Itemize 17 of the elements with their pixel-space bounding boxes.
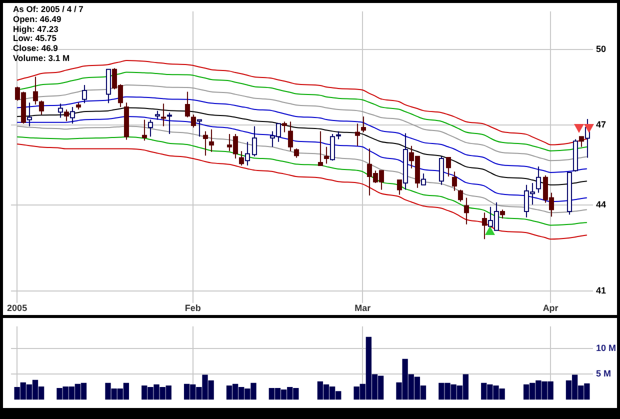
y-tick-label: 47 — [596, 119, 606, 130]
annotation: Low: 45.75 — [13, 33, 58, 44]
y-tick-label: 10 M — [596, 342, 616, 353]
x-tick-label: Feb — [184, 302, 202, 313]
annotation: High: 47.23 — [13, 24, 60, 34]
annotation: Volume: 3.1 M — [13, 52, 71, 64]
annotation: Close: 46.9 — [13, 43, 59, 54]
y-tick-label: 41 — [596, 286, 606, 296]
y-tick-label: 50 — [596, 44, 606, 54]
x-tick-label: Mar — [354, 302, 372, 313]
y-tick-label: 5 M — [596, 368, 612, 378]
annotation: Open: 46.49 — [13, 14, 62, 25]
annotation: As Of: 2005 / 4 / 7 — [13, 4, 84, 15]
line-series — [16, 144, 588, 240]
y-tick-label: 44 — [596, 200, 606, 210]
x-tick-label: 2005 — [7, 302, 28, 313]
x-tick-label: Apr — [542, 302, 559, 313]
